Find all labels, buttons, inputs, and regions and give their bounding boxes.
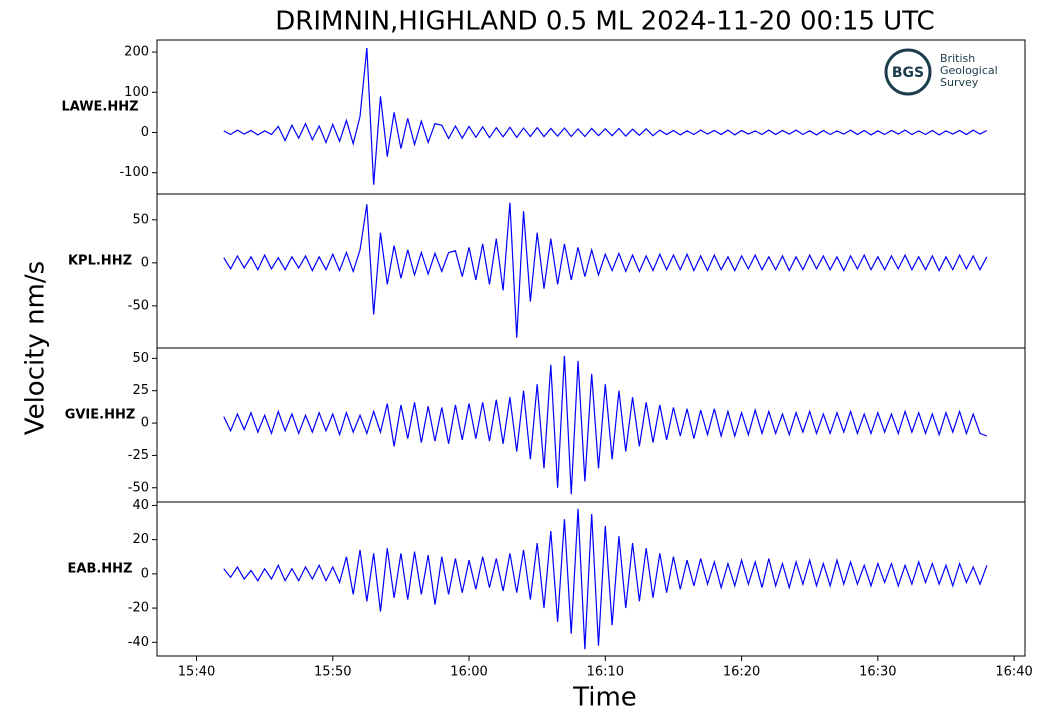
panel-label: GVIE.HHZ xyxy=(65,408,136,423)
y-tick-label: 40 xyxy=(132,498,149,513)
y-tick-label: -25 xyxy=(128,448,149,463)
y-tick-label: 0 xyxy=(141,255,149,270)
y-tick-label: 25 xyxy=(132,383,149,398)
logo-text: British xyxy=(940,52,975,65)
y-tick-label: 100 xyxy=(124,85,149,100)
y-tick-label: 0 xyxy=(141,566,149,581)
y-tick-label: -100 xyxy=(119,165,149,180)
logo-abbr: BGS xyxy=(892,65,924,81)
logo: BGS British Geological Survey xyxy=(884,48,998,96)
x-tick-label: 16:00 xyxy=(450,665,487,680)
y-tick-label: 50 xyxy=(132,212,149,227)
y-tick-label: -40 xyxy=(128,635,149,650)
waveform xyxy=(223,355,988,495)
waveform xyxy=(223,202,988,338)
panel-label: LAWE.HHZ xyxy=(61,100,138,115)
panel xyxy=(223,508,988,650)
y-tick-label: 0 xyxy=(141,416,149,431)
y-tick-label: 0 xyxy=(141,125,149,140)
panel xyxy=(223,47,988,185)
x-tick-label: 16:10 xyxy=(587,665,624,680)
panel xyxy=(223,202,988,338)
y-tick-label: 50 xyxy=(132,351,149,366)
x-tick-label: 15:50 xyxy=(314,665,351,680)
x-tick-label: 16:30 xyxy=(859,665,896,680)
panel xyxy=(223,355,988,495)
x-tick-label: 15:40 xyxy=(178,665,215,680)
panel-label: KPL.HHZ xyxy=(68,254,132,269)
x-tick-label: 16:20 xyxy=(723,665,760,680)
panel-frame xyxy=(156,193,1026,349)
logo-text: Survey xyxy=(940,76,979,89)
panel-label: EAB.HHZ xyxy=(68,562,133,577)
logo-ring xyxy=(884,48,932,96)
y-tick-label: 200 xyxy=(124,45,149,60)
chart-title: DRIMNIN,HIGHLAND 0.5 ML 2024-11-20 00:15… xyxy=(275,7,934,37)
y-axis-label: Velocity nm/s xyxy=(21,261,51,435)
waveform xyxy=(223,47,988,185)
waveform xyxy=(223,508,988,650)
x-tick-label: 16:40 xyxy=(995,665,1032,680)
y-tick-label: -20 xyxy=(128,601,149,616)
logo-text: Geological xyxy=(940,64,998,77)
y-tick-label: -50 xyxy=(128,298,149,313)
x-axis-label: Time xyxy=(572,683,637,713)
panel-frame xyxy=(156,501,1026,657)
y-tick-label: 20 xyxy=(132,532,149,547)
y-tick-label: -50 xyxy=(128,480,149,495)
